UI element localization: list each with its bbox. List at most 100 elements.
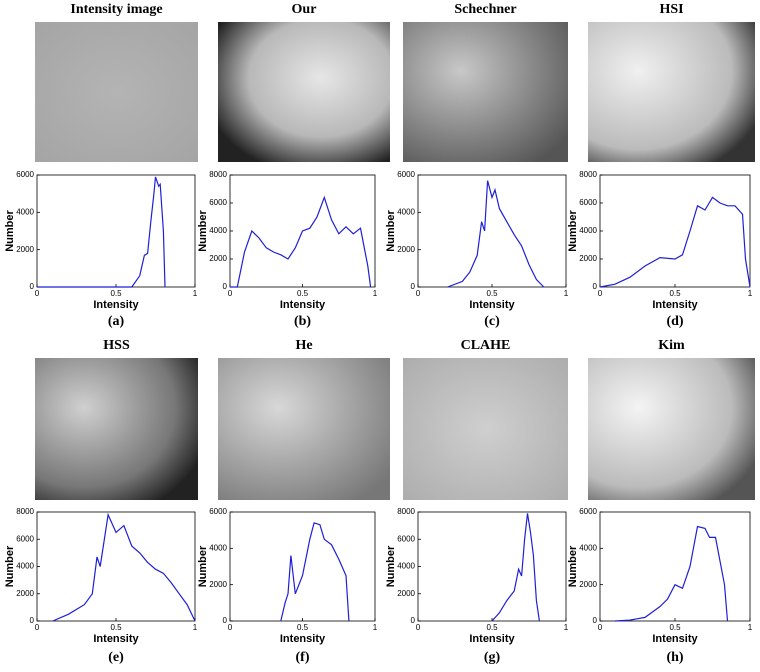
y-tick-label: 6000 bbox=[397, 170, 415, 179]
panel-image bbox=[35, 22, 198, 162]
y-tick-label: 2000 bbox=[16, 245, 34, 254]
y-tick-label: 0 bbox=[30, 616, 35, 625]
panel-title: HSS bbox=[103, 338, 130, 353]
x-tick-label: 0 bbox=[228, 623, 233, 632]
y-tick-label: 6000 bbox=[397, 534, 415, 543]
y-tick-label: 2000 bbox=[579, 580, 597, 589]
y-tick-label: 4000 bbox=[397, 207, 415, 216]
x-tick-label: 1 bbox=[748, 623, 753, 632]
y-tick-label: 6000 bbox=[16, 170, 34, 179]
histogram-line bbox=[230, 195, 372, 288]
panel-label: (c) bbox=[484, 314, 500, 329]
panel-label: (b) bbox=[294, 314, 311, 329]
y-tick-label: 6000 bbox=[579, 198, 597, 207]
y-tick-label: 8000 bbox=[16, 507, 34, 516]
x-tick-label: 0 bbox=[598, 289, 603, 298]
y-tick-label: 0 bbox=[411, 282, 416, 291]
panel-image bbox=[588, 358, 755, 500]
y-axis-label: Number bbox=[385, 210, 397, 252]
plot-frame bbox=[417, 174, 567, 288]
panel-image bbox=[403, 22, 568, 162]
x-tick-label: 1 bbox=[564, 623, 569, 632]
panel-label: (f) bbox=[296, 650, 310, 665]
y-tick-label: 4000 bbox=[397, 562, 415, 571]
x-tick-label: 0.5 bbox=[669, 623, 681, 632]
panel-label: (d) bbox=[666, 314, 683, 329]
x-tick-label: 0 bbox=[35, 289, 40, 298]
x-tick-label: 0 bbox=[35, 623, 40, 632]
y-axis-label: Number bbox=[4, 545, 16, 587]
x-tick-label: 0.5 bbox=[486, 623, 498, 632]
y-tick-label: 8000 bbox=[579, 170, 597, 179]
plot-frame bbox=[36, 511, 196, 622]
panel-title: HSI bbox=[659, 2, 683, 17]
plot-frame bbox=[417, 511, 567, 622]
x-tick-label: 1 bbox=[748, 289, 753, 298]
x-tick-label: 1 bbox=[193, 289, 198, 298]
y-axis-label: Number bbox=[567, 210, 579, 252]
panel-title: He bbox=[295, 338, 312, 353]
y-tick-label: 4000 bbox=[579, 543, 597, 552]
y-axis-label: Number bbox=[567, 545, 579, 587]
y-axis-label: Number bbox=[4, 210, 16, 252]
panel-image bbox=[588, 22, 755, 162]
plot-frame bbox=[599, 511, 751, 622]
y-tick-label: 6000 bbox=[209, 507, 227, 516]
x-tick-label: 1 bbox=[373, 623, 378, 632]
x-tick-label: 0.5 bbox=[669, 289, 681, 298]
x-axis-label: Intensity bbox=[469, 633, 515, 645]
y-tick-label: 4000 bbox=[16, 207, 34, 216]
x-axis-label: Intensity bbox=[652, 633, 698, 645]
x-tick-label: 0 bbox=[228, 289, 233, 298]
y-axis-label: Number bbox=[385, 545, 397, 587]
panel-image bbox=[403, 358, 568, 500]
y-tick-label: 6000 bbox=[579, 507, 597, 516]
x-tick-label: 0 bbox=[598, 623, 603, 632]
y-tick-label: 2000 bbox=[579, 254, 597, 263]
x-tick-label: 0.5 bbox=[110, 289, 122, 298]
panel-label: (e) bbox=[108, 650, 124, 665]
panel-title: Our bbox=[292, 2, 317, 17]
panel-title: Schechner bbox=[454, 2, 516, 17]
y-tick-label: 8000 bbox=[209, 170, 227, 179]
panel-image bbox=[35, 358, 198, 500]
y-tick-label: 8000 bbox=[397, 507, 415, 516]
plot-frame bbox=[599, 174, 751, 288]
y-tick-label: 0 bbox=[223, 282, 228, 291]
x-axis-label: Intensity bbox=[93, 633, 139, 645]
panel-image bbox=[218, 358, 390, 500]
y-tick-label: 0 bbox=[223, 616, 228, 625]
plot-frame bbox=[229, 511, 376, 622]
y-tick-label: 4000 bbox=[209, 543, 227, 552]
x-tick-label: 0 bbox=[416, 623, 421, 632]
panel-title: Kim bbox=[658, 338, 685, 353]
histogram-line bbox=[280, 522, 350, 622]
y-tick-label: 2000 bbox=[209, 580, 227, 589]
x-tick-label: 0.5 bbox=[297, 623, 309, 632]
x-tick-label: 1 bbox=[193, 623, 198, 632]
x-tick-label: 0.5 bbox=[110, 623, 122, 632]
histogram-line bbox=[614, 525, 729, 622]
y-axis-label: Number bbox=[197, 210, 209, 252]
panel-label: (a) bbox=[108, 314, 125, 329]
x-tick-label: 0 bbox=[416, 289, 421, 298]
panel-title: CLAHE bbox=[461, 338, 511, 353]
histogram-line bbox=[447, 180, 545, 288]
panel-label: (g) bbox=[484, 650, 501, 665]
y-tick-label: 4000 bbox=[16, 562, 34, 571]
x-axis-label: Intensity bbox=[280, 299, 326, 311]
y-axis-label: Number bbox=[197, 545, 209, 587]
y-tick-label: 2000 bbox=[397, 245, 415, 254]
y-tick-label: 0 bbox=[593, 616, 598, 625]
y-tick-label: 0 bbox=[30, 282, 35, 291]
y-tick-label: 0 bbox=[411, 616, 416, 625]
histogram-line bbox=[37, 176, 166, 288]
panel-label: (h) bbox=[666, 650, 683, 665]
plot-frame bbox=[36, 174, 196, 288]
y-tick-label: 4000 bbox=[579, 226, 597, 235]
y-tick-label: 6000 bbox=[16, 534, 34, 543]
x-axis-label: Intensity bbox=[280, 633, 326, 645]
histogram-line bbox=[491, 513, 540, 622]
histogram-line bbox=[599, 196, 751, 288]
